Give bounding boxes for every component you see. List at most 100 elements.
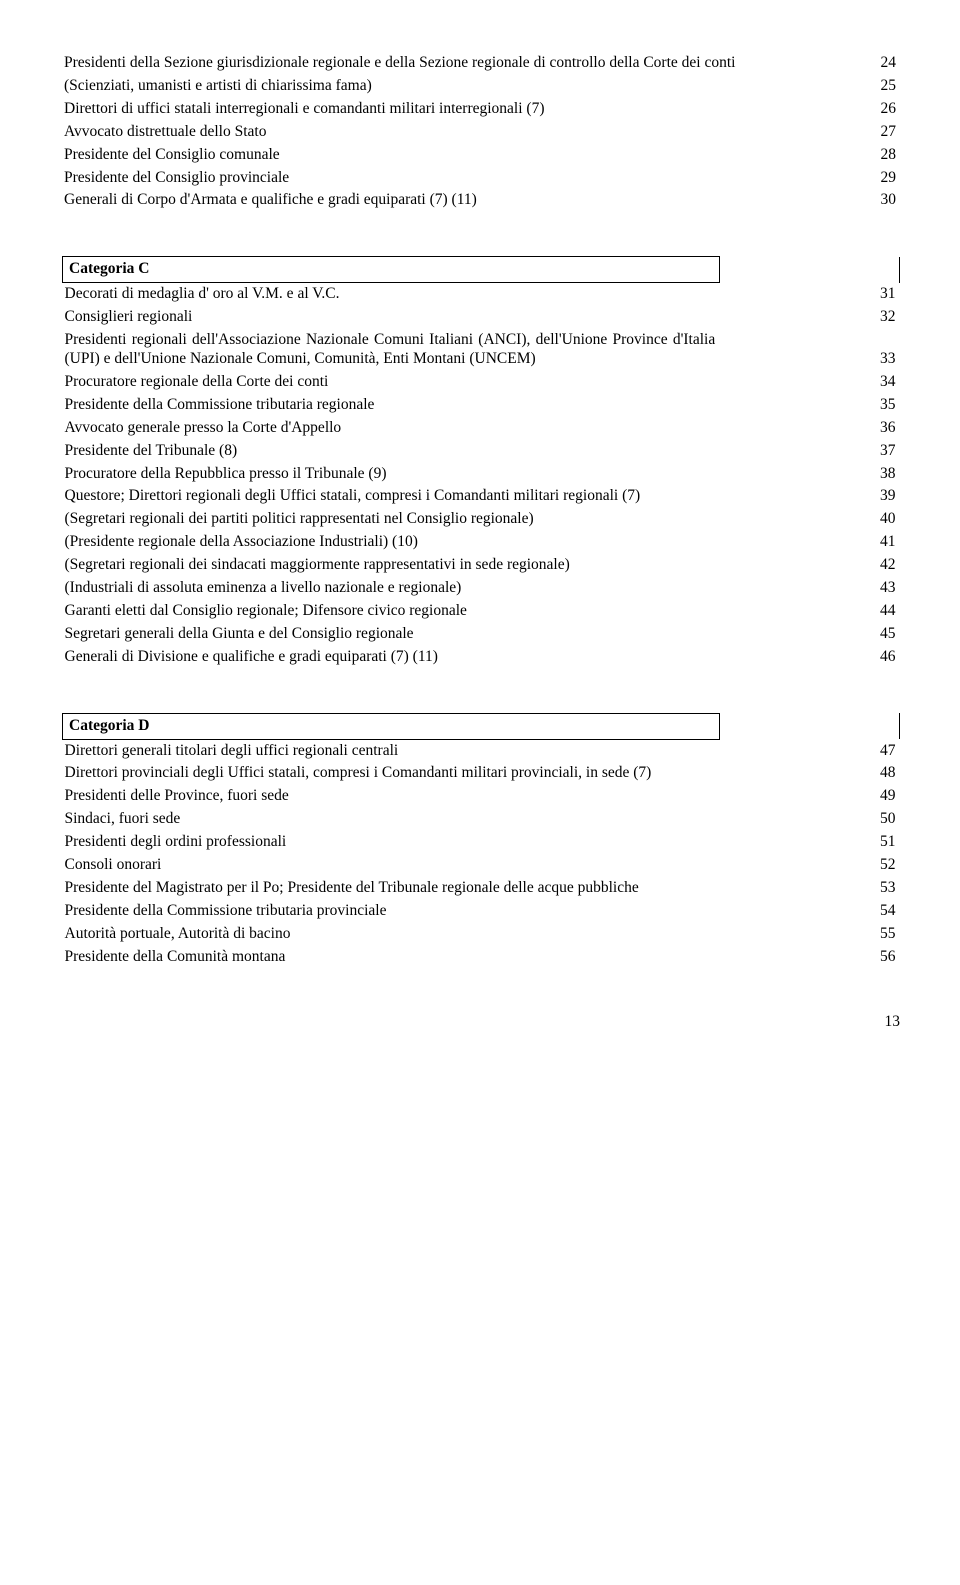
- table-row: Autorità portuale, Autorità di bacino55: [63, 923, 900, 946]
- table-row: Generali di Corpo d'Armata e qualifiche …: [62, 189, 900, 212]
- row-text: Procuratore regionale della Corte dei co…: [63, 371, 720, 394]
- row-text: Avvocato generale presso la Corte d'Appe…: [63, 417, 720, 440]
- table-row: (Scienziati, umanisti e artisti di chiar…: [62, 75, 900, 98]
- table-row: Segretari generali della Giunta e del Co…: [63, 623, 900, 646]
- row-number: 28: [858, 144, 900, 167]
- row-number: 39: [719, 485, 899, 508]
- row-text: Consoli onorari: [63, 854, 720, 877]
- table-row: Presidenti degli ordini professionali51: [63, 831, 900, 854]
- row-text: Presidenti regionali dell'Associazione N…: [63, 329, 720, 371]
- document-body: Presidenti della Sezione giurisdizionale…: [62, 52, 900, 969]
- row-text: (Industriali di assoluta eminenza a live…: [63, 577, 720, 600]
- table-row: Presidente del Magistrato per il Po; Pre…: [63, 877, 900, 900]
- row-text: Questore; Direttori regionali degli Uffi…: [63, 485, 720, 508]
- row-number: 51: [719, 831, 899, 854]
- category-header-label: Categoria D: [63, 713, 720, 739]
- row-text: (Segretari regionali dei partiti politic…: [63, 508, 720, 531]
- table-row: (Industriali di assoluta eminenza a live…: [63, 577, 900, 600]
- page-number: 13: [62, 1013, 900, 1032]
- row-number: 25: [858, 75, 900, 98]
- row-text: Presidente della Comunità montana: [63, 946, 720, 969]
- row-text: Autorità portuale, Autorità di bacino: [63, 923, 720, 946]
- table-row: Avvocato generale presso la Corte d'Appe…: [63, 417, 900, 440]
- row-number: 52: [719, 854, 899, 877]
- row-text: (Segretari regionali dei sindacati maggi…: [63, 554, 720, 577]
- row-number: 34: [719, 371, 899, 394]
- table-row: Presidente del Tribunale (8)37: [63, 440, 900, 463]
- row-text: Procuratore della Repubblica presso il T…: [63, 463, 720, 486]
- row-number: 55: [719, 923, 899, 946]
- category-header-spacer: [719, 713, 899, 739]
- category-header-row: Categoria C: [63, 257, 900, 283]
- row-text: Decorati di medaglia d' oro al V.M. e al…: [63, 283, 720, 306]
- row-text: Presidente del Magistrato per il Po; Pre…: [63, 877, 720, 900]
- row-number: 45: [719, 623, 899, 646]
- category-header-row: Categoria D: [63, 713, 900, 739]
- row-number: 49: [719, 785, 899, 808]
- row-number: 30: [858, 189, 900, 212]
- table-row: Consoli onorari52: [63, 854, 900, 877]
- table-row: Sindaci, fuori sede50: [63, 808, 900, 831]
- table-row: Questore; Direttori regionali degli Uffi…: [63, 485, 900, 508]
- row-number: 36: [719, 417, 899, 440]
- row-text: Generali di Corpo d'Armata e qualifiche …: [62, 189, 858, 212]
- row-number: 27: [858, 121, 900, 144]
- row-text: Presidenti degli ordini professionali: [63, 831, 720, 854]
- data-table: Categoria D Direttori generali titolari …: [62, 713, 900, 969]
- row-text: Sindaci, fuori sede: [63, 808, 720, 831]
- row-number: 32: [719, 306, 899, 329]
- row-number: 44: [719, 600, 899, 623]
- data-table: Categoria C Decorati di medaglia d' oro …: [62, 256, 900, 668]
- row-text: Direttori generali titolari degli uffici…: [63, 739, 720, 762]
- row-number: 53: [719, 877, 899, 900]
- row-number: 37: [719, 440, 899, 463]
- row-number: 40: [719, 508, 899, 531]
- data-table: Presidenti della Sezione giurisdizionale…: [62, 52, 900, 212]
- table-row: (Segretari regionali dei partiti politic…: [63, 508, 900, 531]
- row-text: Segretari generali della Giunta e del Co…: [63, 623, 720, 646]
- row-text: Presidenti della Sezione giurisdizionale…: [62, 52, 858, 75]
- row-number: 43: [719, 577, 899, 600]
- table-row: Presidente della Comunità montana56: [63, 946, 900, 969]
- table-row: Presidente della Commissione tributaria …: [63, 394, 900, 417]
- row-number: 35: [719, 394, 899, 417]
- row-number: 41: [719, 531, 899, 554]
- row-text: Presidenti delle Province, fuori sede: [63, 785, 720, 808]
- row-text: Direttori provinciali degli Uffici stata…: [63, 762, 720, 785]
- row-text: Presidente del Tribunale (8): [63, 440, 720, 463]
- row-number: 31: [719, 283, 899, 306]
- table-row: Presidente del Consiglio provinciale29: [62, 167, 900, 190]
- row-text: (Scienziati, umanisti e artisti di chiar…: [62, 75, 858, 98]
- table-row: Avvocato distrettuale dello Stato27: [62, 121, 900, 144]
- row-text: Presidente della Commissione tributaria …: [63, 900, 720, 923]
- row-text: Presidente della Commissione tributaria …: [63, 394, 720, 417]
- row-number: 33: [719, 329, 899, 371]
- row-number: 26: [858, 98, 900, 121]
- row-number: 47: [719, 739, 899, 762]
- row-number: 38: [719, 463, 899, 486]
- table-row: Presidente del Consiglio comunale28: [62, 144, 900, 167]
- row-text: Consiglieri regionali: [63, 306, 720, 329]
- row-text: Presidente del Consiglio comunale: [62, 144, 858, 167]
- table-row: Presidenti della Sezione giurisdizionale…: [62, 52, 900, 75]
- row-number: 48: [719, 762, 899, 785]
- table-row: Direttori di uffici statali interregiona…: [62, 98, 900, 121]
- row-number: 29: [858, 167, 900, 190]
- row-text: Generali di Divisione e qualifiche e gra…: [63, 646, 720, 669]
- table-row: (Presidente regionale della Associazione…: [63, 531, 900, 554]
- row-number: 50: [719, 808, 899, 831]
- table-row: (Segretari regionali dei sindacati maggi…: [63, 554, 900, 577]
- table-row: Consiglieri regionali32: [63, 306, 900, 329]
- table-row: Presidente della Commissione tributaria …: [63, 900, 900, 923]
- row-text: Avvocato distrettuale dello Stato: [62, 121, 858, 144]
- row-text: Garanti eletti dal Consiglio regionale; …: [63, 600, 720, 623]
- row-text: Presidente del Consiglio provinciale: [62, 167, 858, 190]
- table-row: Garanti eletti dal Consiglio regionale; …: [63, 600, 900, 623]
- row-number: 46: [719, 646, 899, 669]
- table-row: Direttori provinciali degli Uffici stata…: [63, 762, 900, 785]
- table-row: Decorati di medaglia d' oro al V.M. e al…: [63, 283, 900, 306]
- row-text: Direttori di uffici statali interregiona…: [62, 98, 858, 121]
- table-row: Procuratore regionale della Corte dei co…: [63, 371, 900, 394]
- row-text: (Presidente regionale della Associazione…: [63, 531, 720, 554]
- row-number: 42: [719, 554, 899, 577]
